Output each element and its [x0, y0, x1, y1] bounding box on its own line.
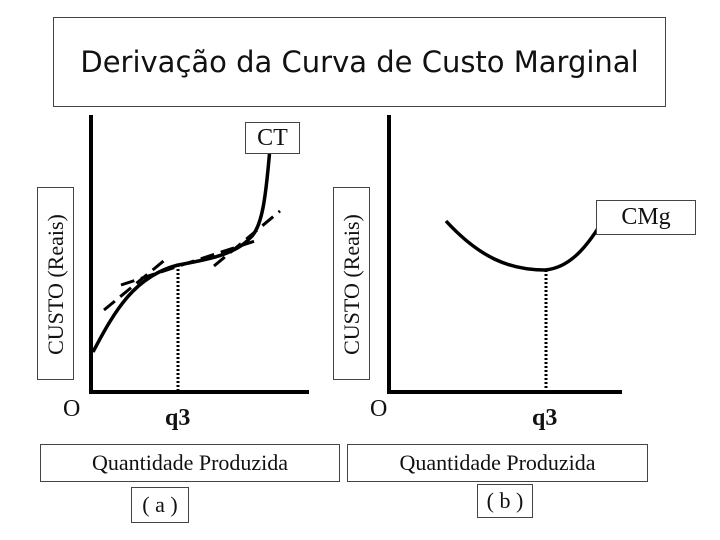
panel-a-x-axis-label: Quantidade Produzida	[91, 450, 289, 475]
panel-b-curve-label-box: CMg	[596, 200, 696, 235]
page-title: Derivação da Curva de Custo Marginal	[80, 45, 639, 79]
panel-a-curve-label-box: CT	[245, 122, 300, 154]
panel-b-q3-label: q3	[532, 405, 558, 431]
title-box: Derivação da Curva de Custo Marginal	[53, 17, 666, 107]
panel-b-y-label-box	[333, 187, 370, 380]
panel-a-y-label-box	[37, 187, 74, 380]
panel-b-label: ( b )	[486, 488, 524, 513]
panel-b-x-axis-label: Quantidade Produzida	[399, 450, 596, 475]
panel-a-x-label-box: Quantidade Produzida	[40, 444, 340, 482]
panel-a-total-cost-curve	[91, 134, 273, 353]
panel-b-marginal-cost-curve	[444, 219, 604, 272]
panel-a-tangent-line-2	[120, 238, 259, 287]
panel-a-tangent-line-3	[213, 209, 281, 268]
panel-a-y-axis-label: CUSTO (Reais)	[43, 214, 68, 355]
panel-b-label-box: ( b )	[477, 484, 533, 518]
panel-a-tangent-line-1	[103, 257, 167, 312]
panel-b-curve-label: CMg	[621, 204, 671, 230]
panel-a-label: ( a )	[142, 492, 178, 517]
panel-b-y-axis-label: CUSTO (Reais)	[339, 214, 364, 355]
panel-b-x-label-box: Quantidade Produzida	[347, 444, 648, 482]
panel-a-origin-label: O	[63, 396, 81, 422]
panel-a-curve-label: CT	[257, 124, 288, 151]
panel-a-q3-label: q3	[165, 405, 191, 431]
panel-a-label-box: ( a )	[131, 487, 189, 523]
panel-b-origin-label: O	[370, 396, 388, 422]
